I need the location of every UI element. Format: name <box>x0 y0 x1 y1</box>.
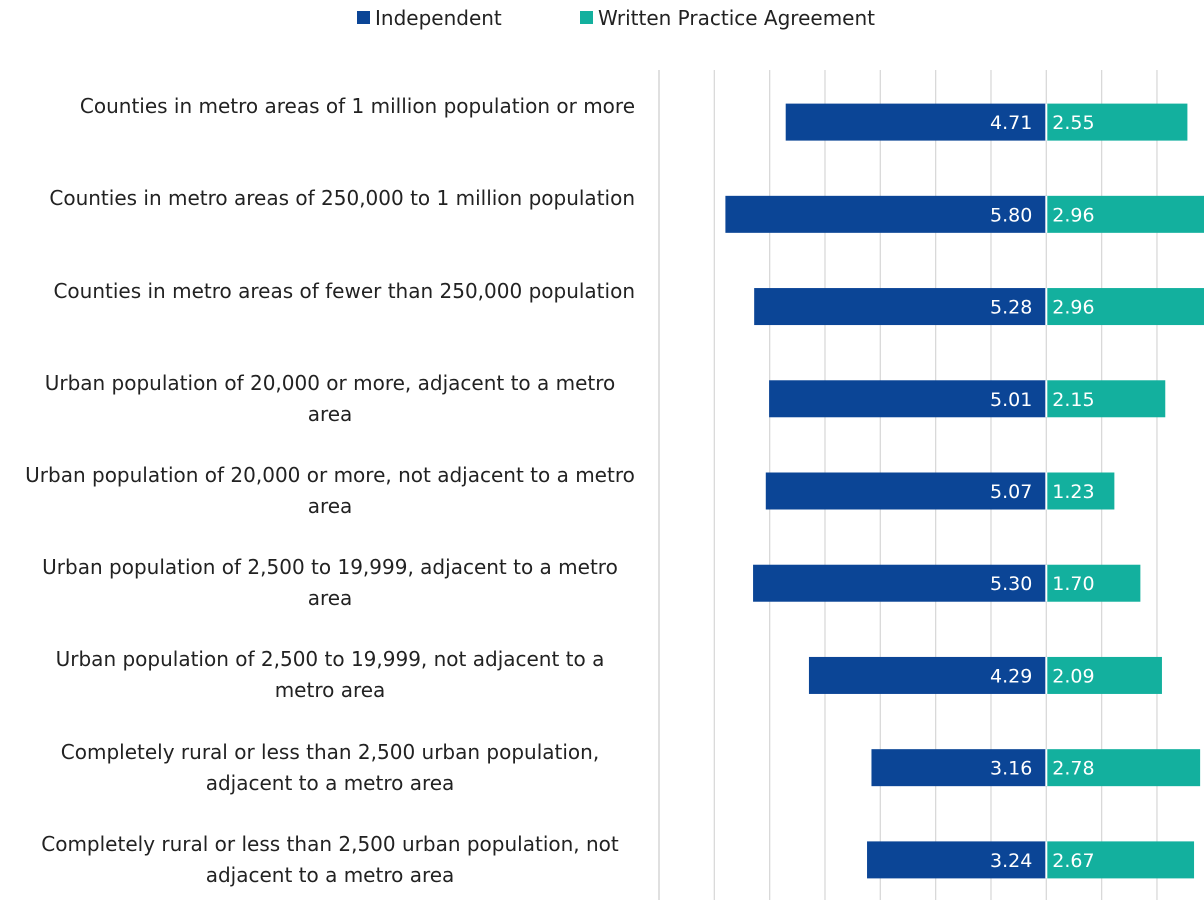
value-label: 2.15 <box>1052 389 1094 411</box>
category-text: Urban population of 20,000 or more, adja… <box>44 370 616 426</box>
value-label: 2.55 <box>1052 112 1094 134</box>
category-label: Counties in metro areas of 1 million pop… <box>25 91 635 122</box>
bar <box>754 288 1047 326</box>
category-text: Urban population of 2,500 to 19,999, adj… <box>42 555 618 611</box>
value-label: 2.96 <box>1052 297 1094 319</box>
bar <box>1046 564 1141 602</box>
category-text: Urban population of 20,000 or more, not … <box>25 463 635 518</box>
category-label: Urban population of 2,500 to 19,999, not… <box>25 644 635 706</box>
value-label: 1.23 <box>1052 481 1094 503</box>
legend: Independent Written Practice Agreement <box>357 6 875 30</box>
value-label: 5.01 <box>990 389 1032 411</box>
value-label: 5.07 <box>990 481 1032 503</box>
category-label: Urban population of 20,000 or more, adja… <box>25 368 635 430</box>
bar <box>871 749 1047 787</box>
bar <box>765 472 1047 510</box>
bar <box>1046 841 1195 879</box>
category-label: Completely rural or less than 2,500 urba… <box>25 829 635 891</box>
bar <box>1046 749 1201 787</box>
value-label: 5.80 <box>990 204 1032 226</box>
category-text: Counties in metro areas of 1 million pop… <box>79 94 635 119</box>
category-text: Urban population of 2,500 to 19,999, not… <box>55 647 605 703</box>
value-label: 2.09 <box>1052 665 1094 687</box>
bar <box>785 103 1047 141</box>
category-label: Counties in metro areas of 250,000 to 1 … <box>25 183 635 214</box>
bar <box>808 656 1047 694</box>
value-label: 3.24 <box>990 850 1032 872</box>
category-text: Completely rural or less than 2,500 urba… <box>41 831 619 887</box>
bar <box>725 195 1047 233</box>
value-label: 4.29 <box>990 665 1032 687</box>
category-label: Urban population of 20,000 or more, not … <box>25 460 635 522</box>
bar <box>1046 656 1162 694</box>
bar <box>753 564 1047 602</box>
value-label: 5.30 <box>990 573 1032 595</box>
bar <box>1046 195 1204 233</box>
value-label: 2.67 <box>1052 850 1094 872</box>
value-label: 4.71 <box>990 112 1032 134</box>
bar <box>1046 472 1115 510</box>
category-label: Counties in metro areas of fewer than 25… <box>25 276 635 307</box>
bar <box>1046 103 1188 141</box>
category-text: Counties in metro areas of fewer than 25… <box>53 278 635 303</box>
value-label: 3.16 <box>990 758 1032 780</box>
bar <box>867 841 1047 879</box>
bar <box>1046 288 1204 326</box>
value-label: 2.78 <box>1052 758 1094 780</box>
legend-swatch <box>357 11 370 24</box>
category-text: Completely rural or less than 2,500 urba… <box>60 739 600 795</box>
category-label: Completely rural or less than 2,500 urba… <box>25 737 635 799</box>
bar <box>769 380 1047 418</box>
legend-label: Written Practice Agreement <box>598 6 875 30</box>
value-label: 2.96 <box>1052 204 1094 226</box>
value-label: 5.28 <box>990 297 1032 319</box>
legend-swatch <box>580 11 593 24</box>
bar <box>1046 380 1166 418</box>
value-label: 1.70 <box>1052 573 1094 595</box>
category-label: Urban population of 2,500 to 19,999, adj… <box>25 552 635 614</box>
category-text: Counties in metro areas of 250,000 to 1 … <box>49 186 635 211</box>
legend-label: Independent <box>375 6 502 30</box>
